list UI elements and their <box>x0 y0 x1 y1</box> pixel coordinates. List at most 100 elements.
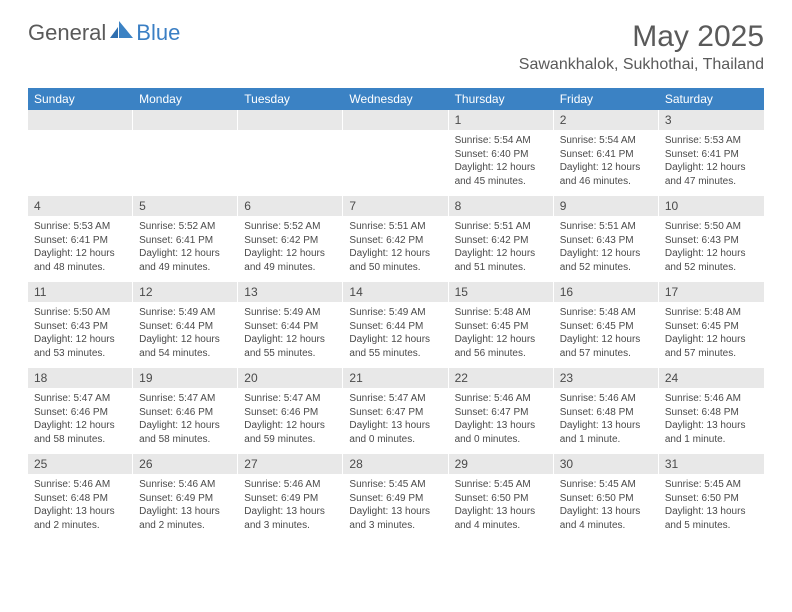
day-number: 19 <box>133 368 238 388</box>
daylight-text: Daylight: 12 hours and 59 minutes. <box>244 419 337 446</box>
sunset-text: Sunset: 6:46 PM <box>244 406 337 420</box>
daylight-text: Daylight: 12 hours and 53 minutes. <box>34 333 127 360</box>
day-cell: Sunrise: 5:49 AMSunset: 6:44 PMDaylight:… <box>133 302 238 368</box>
sunset-text: Sunset: 6:46 PM <box>139 406 232 420</box>
day-number: 15 <box>449 282 554 302</box>
day-number: 28 <box>343 454 448 474</box>
week-row: Sunrise: 5:47 AMSunset: 6:46 PMDaylight:… <box>28 388 764 454</box>
sunrise-text: Sunrise: 5:45 AM <box>455 478 548 492</box>
sunrise-text: Sunrise: 5:46 AM <box>244 478 337 492</box>
sunrise-text: Sunrise: 5:45 AM <box>560 478 653 492</box>
day-cell: Sunrise: 5:51 AMSunset: 6:42 PMDaylight:… <box>343 216 448 282</box>
sunset-text: Sunset: 6:45 PM <box>455 320 548 334</box>
day-number-row: 123 <box>28 110 764 130</box>
day-cell <box>343 130 448 196</box>
day-number: 9 <box>554 196 659 216</box>
weekday-header: Saturday <box>659 88 764 110</box>
daylight-text: Daylight: 12 hours and 57 minutes. <box>665 333 758 360</box>
daylight-text: Daylight: 13 hours and 2 minutes. <box>139 505 232 532</box>
daylight-text: Daylight: 12 hours and 49 minutes. <box>244 247 337 274</box>
day-number: 18 <box>28 368 133 388</box>
sunset-text: Sunset: 6:44 PM <box>244 320 337 334</box>
day-cell: Sunrise: 5:47 AMSunset: 6:46 PMDaylight:… <box>28 388 133 454</box>
day-cell: Sunrise: 5:49 AMSunset: 6:44 PMDaylight:… <box>343 302 448 368</box>
day-number-row: 45678910 <box>28 196 764 216</box>
day-cell: Sunrise: 5:46 AMSunset: 6:47 PMDaylight:… <box>449 388 554 454</box>
day-cell: Sunrise: 5:50 AMSunset: 6:43 PMDaylight:… <box>659 216 764 282</box>
sunset-text: Sunset: 6:48 PM <box>560 406 653 420</box>
sunrise-text: Sunrise: 5:54 AM <box>455 134 548 148</box>
daylight-text: Daylight: 12 hours and 46 minutes. <box>560 161 653 188</box>
day-cell: Sunrise: 5:46 AMSunset: 6:49 PMDaylight:… <box>238 474 343 540</box>
sunrise-text: Sunrise: 5:46 AM <box>560 392 653 406</box>
sunset-text: Sunset: 6:40 PM <box>455 148 548 162</box>
day-number: 3 <box>659 110 764 130</box>
sunset-text: Sunset: 6:42 PM <box>349 234 442 248</box>
daylight-text: Daylight: 13 hours and 2 minutes. <box>34 505 127 532</box>
day-number: 22 <box>449 368 554 388</box>
day-number: 25 <box>28 454 133 474</box>
sunset-text: Sunset: 6:43 PM <box>560 234 653 248</box>
sunset-text: Sunset: 6:45 PM <box>560 320 653 334</box>
daylight-text: Daylight: 12 hours and 56 minutes. <box>455 333 548 360</box>
day-number: 24 <box>659 368 764 388</box>
day-cell: Sunrise: 5:45 AMSunset: 6:50 PMDaylight:… <box>449 474 554 540</box>
day-number <box>28 110 133 130</box>
daylight-text: Daylight: 12 hours and 49 minutes. <box>139 247 232 274</box>
sunrise-text: Sunrise: 5:48 AM <box>455 306 548 320</box>
daylight-text: Daylight: 12 hours and 58 minutes. <box>139 419 232 446</box>
sunrise-text: Sunrise: 5:52 AM <box>244 220 337 234</box>
sunset-text: Sunset: 6:50 PM <box>560 492 653 506</box>
day-cell: Sunrise: 5:49 AMSunset: 6:44 PMDaylight:… <box>238 302 343 368</box>
logo-sail-icon <box>110 21 134 39</box>
day-number <box>238 110 343 130</box>
sunset-text: Sunset: 6:50 PM <box>665 492 758 506</box>
day-cell: Sunrise: 5:45 AMSunset: 6:50 PMDaylight:… <box>659 474 764 540</box>
day-cell: Sunrise: 5:52 AMSunset: 6:42 PMDaylight:… <box>238 216 343 282</box>
day-cell: Sunrise: 5:46 AMSunset: 6:48 PMDaylight:… <box>28 474 133 540</box>
sunrise-text: Sunrise: 5:50 AM <box>34 306 127 320</box>
daylight-text: Daylight: 12 hours and 47 minutes. <box>665 161 758 188</box>
sunrise-text: Sunrise: 5:54 AM <box>560 134 653 148</box>
day-cell: Sunrise: 5:48 AMSunset: 6:45 PMDaylight:… <box>554 302 659 368</box>
daylight-text: Daylight: 12 hours and 55 minutes. <box>244 333 337 360</box>
sunset-text: Sunset: 6:48 PM <box>665 406 758 420</box>
sunset-text: Sunset: 6:50 PM <box>455 492 548 506</box>
day-number: 7 <box>343 196 448 216</box>
week-row: Sunrise: 5:53 AMSunset: 6:41 PMDaylight:… <box>28 216 764 282</box>
daylight-text: Daylight: 13 hours and 3 minutes. <box>244 505 337 532</box>
sunset-text: Sunset: 6:44 PM <box>349 320 442 334</box>
sunrise-text: Sunrise: 5:52 AM <box>139 220 232 234</box>
day-cell: Sunrise: 5:54 AMSunset: 6:40 PMDaylight:… <box>449 130 554 196</box>
day-cell: Sunrise: 5:45 AMSunset: 6:49 PMDaylight:… <box>343 474 448 540</box>
sunset-text: Sunset: 6:44 PM <box>139 320 232 334</box>
weekday-header: Wednesday <box>343 88 448 110</box>
day-cell: Sunrise: 5:53 AMSunset: 6:41 PMDaylight:… <box>659 130 764 196</box>
sunrise-text: Sunrise: 5:50 AM <box>665 220 758 234</box>
sunset-text: Sunset: 6:41 PM <box>560 148 653 162</box>
day-cell <box>238 130 343 196</box>
day-number: 20 <box>238 368 343 388</box>
day-number <box>133 110 238 130</box>
daylight-text: Daylight: 12 hours and 48 minutes. <box>34 247 127 274</box>
day-number: 26 <box>133 454 238 474</box>
day-number-row: 11121314151617 <box>28 282 764 302</box>
day-cell: Sunrise: 5:46 AMSunset: 6:48 PMDaylight:… <box>554 388 659 454</box>
sunset-text: Sunset: 6:46 PM <box>34 406 127 420</box>
sunrise-text: Sunrise: 5:45 AM <box>349 478 442 492</box>
day-number: 27 <box>238 454 343 474</box>
sunrise-text: Sunrise: 5:47 AM <box>244 392 337 406</box>
sunrise-text: Sunrise: 5:48 AM <box>560 306 653 320</box>
day-cell: Sunrise: 5:51 AMSunset: 6:43 PMDaylight:… <box>554 216 659 282</box>
weekday-header: Thursday <box>449 88 554 110</box>
daylight-text: Daylight: 13 hours and 0 minutes. <box>455 419 548 446</box>
week-row: Sunrise: 5:46 AMSunset: 6:48 PMDaylight:… <box>28 474 764 540</box>
sunrise-text: Sunrise: 5:46 AM <box>665 392 758 406</box>
logo-text-general: General <box>28 20 106 46</box>
sunrise-text: Sunrise: 5:46 AM <box>139 478 232 492</box>
sunset-text: Sunset: 6:42 PM <box>455 234 548 248</box>
day-cell <box>133 130 238 196</box>
day-number: 8 <box>449 196 554 216</box>
day-cell <box>28 130 133 196</box>
day-number: 14 <box>343 282 448 302</box>
